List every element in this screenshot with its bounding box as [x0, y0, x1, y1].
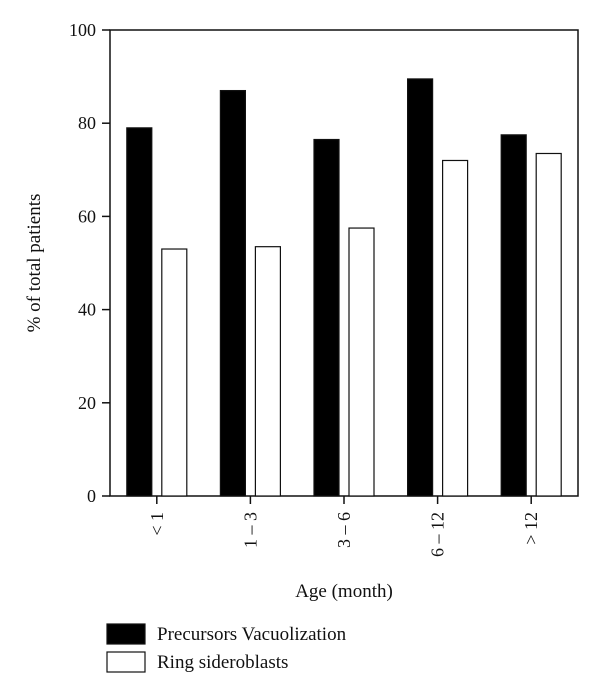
legend-swatch: [106, 651, 146, 673]
legend-label: Ring sideroblasts: [157, 652, 288, 673]
y-tick-label: 40: [78, 300, 96, 320]
bar-ring-sideroblasts: [535, 152, 562, 497]
y-tick-label: 0: [87, 486, 96, 506]
y-tick-label: 60: [78, 206, 96, 226]
bar-precursors-vacuolization: [219, 89, 246, 497]
bar-ring-sideroblasts: [442, 159, 469, 497]
legend-label: Precursors Vacuolization: [157, 624, 347, 645]
bar-ring-sideroblasts: [161, 248, 188, 497]
x-axis-title: Age (month): [295, 581, 393, 602]
legend: Precursors Vacuolization Ring sideroblast…: [106, 623, 347, 673]
bars: [126, 78, 562, 497]
x-tick-label: < 1: [147, 512, 167, 536]
x-tick-label: 3 – 6: [334, 512, 354, 548]
y-tick-label: 20: [78, 393, 96, 413]
legend-swatch: [106, 623, 146, 645]
bar-precursors-vacuolization: [126, 127, 153, 497]
bar-precursors-vacuolization: [313, 138, 340, 497]
plot-area: 0 20 40 60 80 100 < 1 1 – 3 3 – 6 6 – 12 > 12: [69, 20, 579, 557]
x-tick-label: 6 – 12: [428, 512, 448, 557]
bar-precursors-vacuolization: [407, 78, 434, 497]
y-tick-label: 100: [69, 20, 96, 40]
bar-ring-sideroblasts: [254, 246, 281, 497]
y-tick-label: 80: [78, 113, 96, 133]
x-tick-label: > 12: [521, 512, 541, 545]
bar-precursors-vacuolization: [500, 134, 527, 497]
x-tick-label: 1 – 3: [240, 512, 260, 548]
y-axis-title: % of total patients: [24, 194, 45, 333]
bar-ring-sideroblasts: [348, 227, 375, 497]
x-axis: < 1 1 – 3 3 – 6 6 – 12 > 12: [147, 496, 541, 557]
y-axis: 0 20 40 60 80 100: [69, 20, 110, 506]
